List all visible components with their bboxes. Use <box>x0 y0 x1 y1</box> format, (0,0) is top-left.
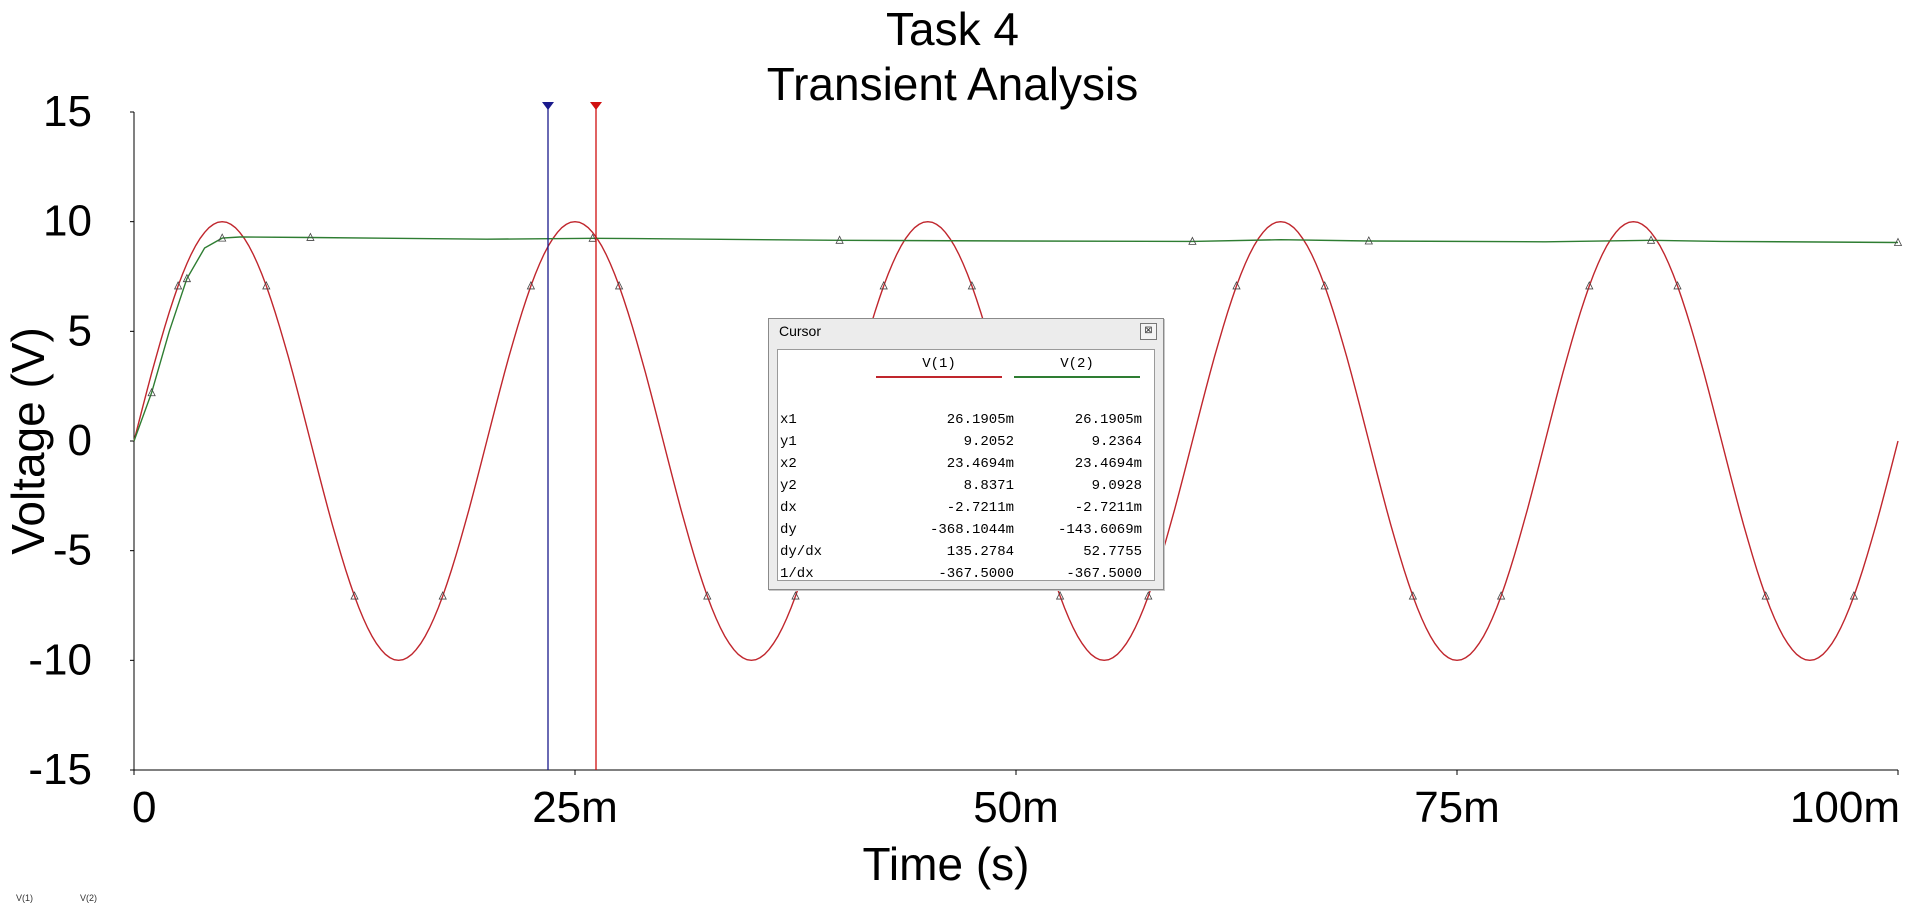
data-point <box>1893 237 1903 246</box>
cursor-row-v1-value: 23.4694m <box>946 456 1014 472</box>
data-point <box>1761 591 1770 600</box>
cursor-row-x1: x1 26.1905m 26.1905m <box>780 412 1150 434</box>
data-point <box>182 273 192 283</box>
x-tick-label: 75m <box>1414 783 1500 832</box>
cursor-row-v2-value: -143.6069m <box>1057 522 1142 538</box>
data-point <box>147 387 156 397</box>
x-tick-label: 100m <box>1790 783 1900 832</box>
cursor-row-label: y2 <box>780 478 797 494</box>
data-point <box>588 233 597 242</box>
legend-item-v1: V(1) <box>16 893 34 903</box>
data-point <box>1849 591 1859 600</box>
chart-title: Task 4 <box>886 3 1019 55</box>
legend-item-v2: V(2) <box>80 893 98 903</box>
cursor-row-v1-value: 8.8371 <box>963 478 1014 494</box>
cursor-row-v2-value: 52.7755 <box>1083 544 1142 560</box>
cursor-row-v1-value: -2.7211m <box>946 500 1014 516</box>
cursor-row-label: x1 <box>780 412 797 428</box>
column-v1-color-line <box>876 376 1002 378</box>
data-point <box>1496 591 1506 600</box>
y-axis-label: Voltage (V) <box>2 327 54 555</box>
cursor-row-v2-value: 23.4694m <box>1074 456 1142 472</box>
cursor-row-v1-value: 26.1905m <box>946 412 1014 428</box>
cursor-row-label: dx <box>780 500 797 516</box>
cursor-row-y1: y1 9.2052 9.2364 <box>780 434 1150 456</box>
data-point <box>438 591 447 600</box>
x-tick-label: 25m <box>532 783 618 832</box>
column-v2-color-line <box>1014 376 1140 378</box>
cursor-window-title: Cursor <box>779 323 822 339</box>
y-tick-label: -10 <box>28 635 92 684</box>
cursor-row-1-dx: 1/dx -367.5000 -367.5000 <box>780 566 1150 588</box>
cursor-row-label: dy/dx <box>780 544 823 560</box>
cursor-row-dx: dx -2.7211m -2.7211m <box>780 500 1150 522</box>
cursor-row-label: 1/dx <box>780 566 814 582</box>
data-point <box>1320 281 1329 290</box>
cursor-row-label: dy <box>780 522 797 538</box>
data-point <box>703 591 712 600</box>
cursor-row-v1-value: -368.1044m <box>929 522 1014 538</box>
data-point <box>1673 281 1682 290</box>
data-point <box>1232 281 1241 290</box>
cursor-row-label: y1 <box>780 434 797 450</box>
x-tick-label: 0 <box>132 783 156 832</box>
cursor-2-handle[interactable] <box>542 102 555 110</box>
y-tick-label: 0 <box>68 416 92 465</box>
data-point <box>350 591 359 600</box>
cursor-row-v2-value: 9.0928 <box>1091 478 1142 494</box>
data-point <box>262 281 271 290</box>
y-tick-label: 5 <box>68 306 92 355</box>
data-point <box>218 233 227 242</box>
cursor-row-v1-value: -367.5000 <box>938 566 1014 582</box>
cursor-row-v2-value: -367.5000 <box>1066 566 1142 582</box>
data-point <box>173 281 183 290</box>
y-tick-label: 15 <box>43 87 92 136</box>
column-header-v1: V(1) <box>922 356 956 372</box>
y-tick-label: 10 <box>43 197 92 246</box>
y-tick-label: -5 <box>53 526 92 575</box>
data-point <box>614 281 624 290</box>
cursor-row-x2: x2 23.4694m 23.4694m <box>780 456 1150 478</box>
cursor-row-dy: dy -368.1044m -143.6069m <box>780 522 1150 544</box>
data-point <box>879 281 888 290</box>
data-point <box>1055 591 1065 600</box>
chart-subtitle: Transient Analysis <box>766 58 1139 110</box>
data-point <box>526 281 536 290</box>
cursor-row-label: x2 <box>780 456 797 472</box>
data-point <box>1144 591 1153 600</box>
cursor-row-v2-value: 26.1905m <box>1074 412 1142 428</box>
data-point <box>967 281 977 290</box>
cursor-row-dy-dx: dy/dx 135.2784 52.7755 <box>780 544 1150 566</box>
cursor-row-v2-value: 9.2364 <box>1091 434 1142 450</box>
y-tick-label: -15 <box>28 745 92 794</box>
cursor-window[interactable]: Cursor ⊠ V(1) V(2) x1 26.1905m 26.1905m y1 9… <box>768 318 1164 590</box>
cursor-row-y2: y2 8.8371 9.0928 <box>780 478 1150 500</box>
cursor-1-handle[interactable] <box>590 102 603 110</box>
cursor-window-titlebar[interactable]: Cursor ⊠ <box>769 319 1163 343</box>
x-axis-label: Time (s) <box>863 838 1030 890</box>
column-header-v2: V(2) <box>1060 356 1094 372</box>
data-point <box>1585 281 1594 290</box>
data-point <box>1408 591 1418 600</box>
data-point <box>1188 236 1197 245</box>
close-icon[interactable]: ⊠ <box>1140 323 1157 340</box>
data-point <box>835 235 844 244</box>
series-line-2 <box>133 236 1899 442</box>
cursor-row-v1-value: 135.2784 <box>946 544 1014 560</box>
data-point <box>1646 235 1656 244</box>
data-point <box>1364 236 1373 245</box>
x-tick-label: 50m <box>973 783 1059 832</box>
data-point <box>791 591 800 600</box>
data-point <box>306 232 315 241</box>
cursor-row-v1-value: 9.2052 <box>963 434 1014 450</box>
cursor-data-table: V(1) V(2) x1 26.1905m 26.1905m y1 9.2052 9.23… <box>777 349 1155 582</box>
cursor-row-v2-value: -2.7211m <box>1074 500 1142 516</box>
